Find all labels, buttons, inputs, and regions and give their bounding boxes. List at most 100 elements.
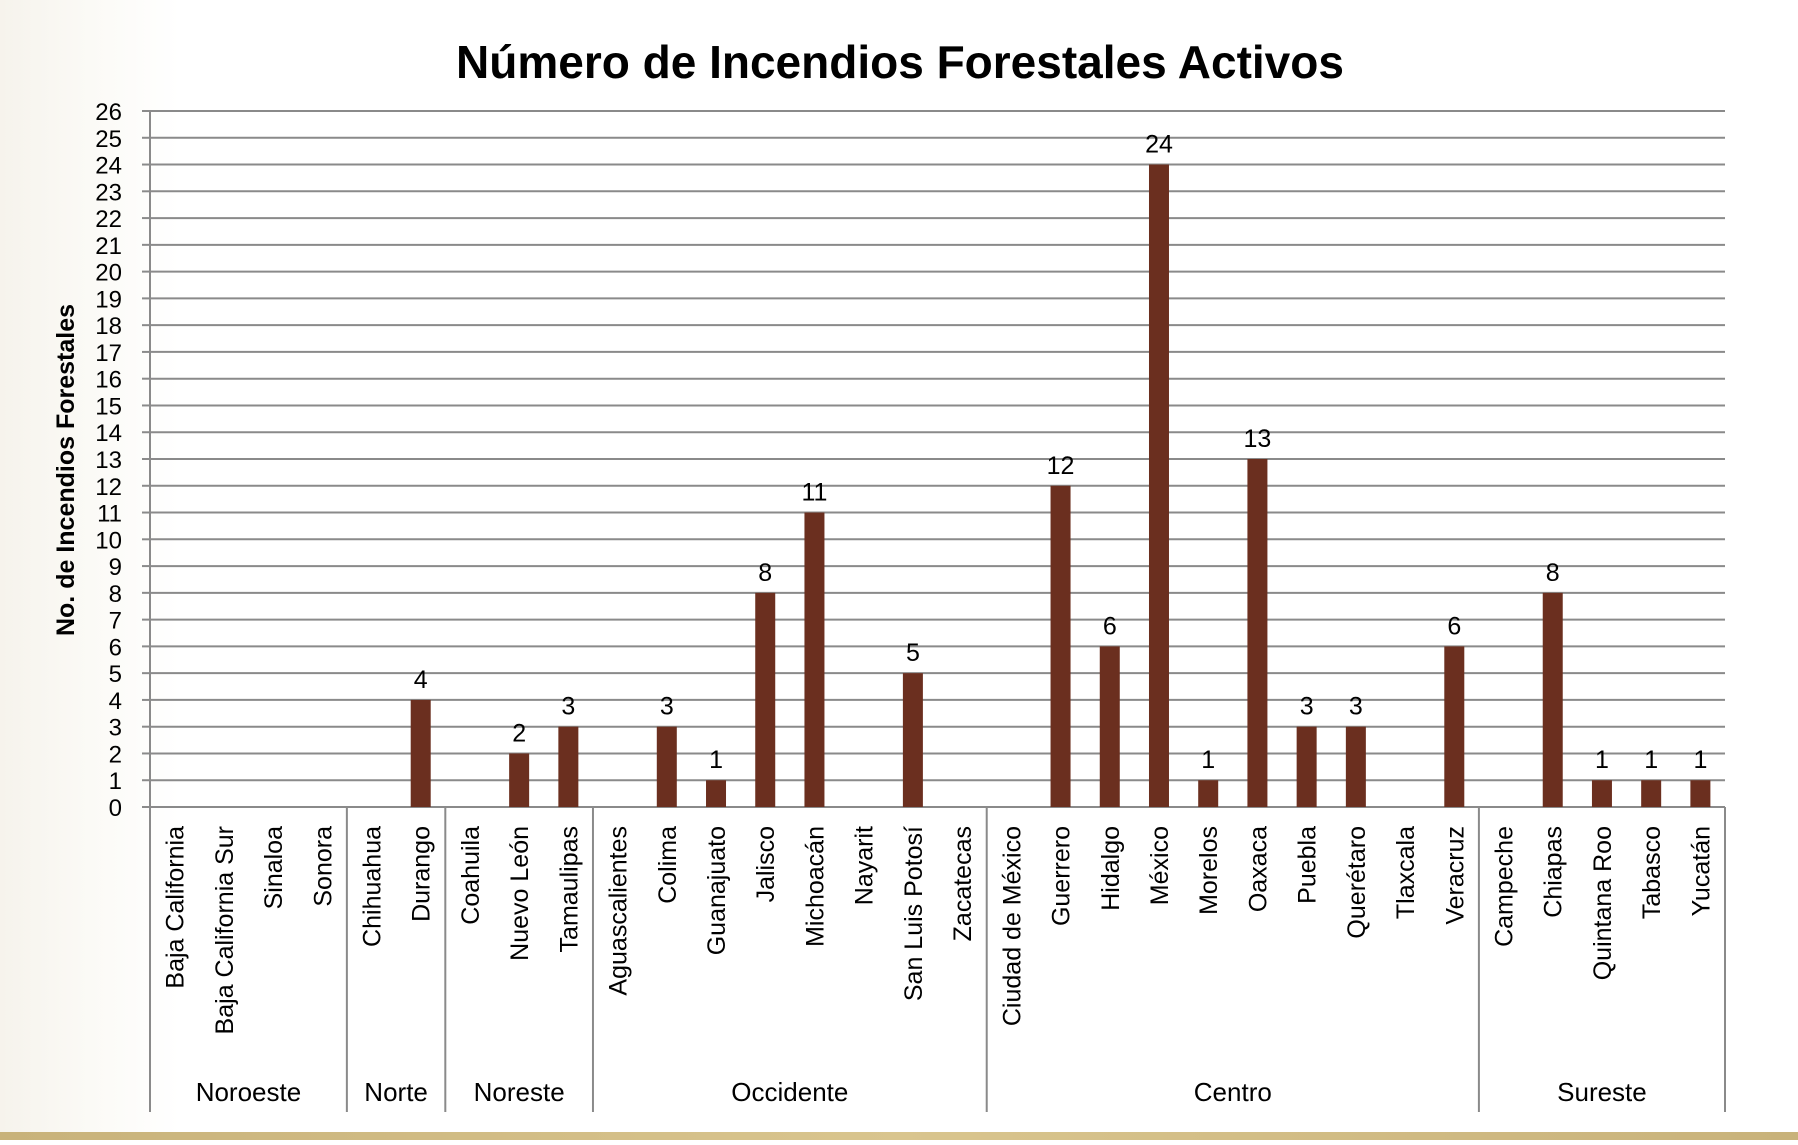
x-category-label: Ciudad de México xyxy=(998,826,1026,1026)
group-label: Centro xyxy=(1194,1077,1272,1107)
y-tick-label: 5 xyxy=(109,661,122,688)
x-category-label: Guerrero xyxy=(1048,826,1076,926)
y-tick-label: 9 xyxy=(109,554,122,581)
x-category-label: Querétaro xyxy=(1343,826,1371,939)
data-label: 8 xyxy=(758,559,772,587)
x-category-label: Nayarit xyxy=(851,826,879,905)
x-category-label: Baja California Sur xyxy=(211,826,239,1034)
group-label: Noreste xyxy=(474,1077,565,1107)
data-label: 3 xyxy=(1349,693,1363,721)
y-tick-label: 4 xyxy=(109,688,122,715)
data-label: 6 xyxy=(1103,612,1117,640)
x-axis-region-groups: Noroeste Norte Noreste Occidente Centro Sures… xyxy=(149,807,1726,1112)
x-category-label: Chiapas xyxy=(1540,826,1568,918)
chart-title: Número de Incendios Forestales Activos xyxy=(456,36,1344,88)
data-label: 8 xyxy=(1546,559,1560,587)
x-category-label: Tlaxcala xyxy=(1392,826,1420,919)
x-category-label: Aguascalientes xyxy=(605,826,633,996)
bar xyxy=(1247,459,1268,807)
y-tick-label: 21 xyxy=(95,233,122,260)
x-category-label: Coahuila xyxy=(457,826,485,925)
data-label: 3 xyxy=(561,693,575,721)
footer-band xyxy=(0,1132,1798,1140)
y-tick-label: 24 xyxy=(95,153,122,180)
x-axis-category-labels: Baja California Baja California Sur Sinalo… xyxy=(162,826,1716,1035)
bar xyxy=(1099,646,1120,807)
group-label: Sureste xyxy=(1557,1077,1647,1107)
y-tick-label: 12 xyxy=(95,474,122,501)
data-label: 13 xyxy=(1244,425,1272,453)
x-category-label: México xyxy=(1146,826,1174,905)
bar xyxy=(1641,780,1662,807)
x-category-label: San Luis Potosí xyxy=(900,826,928,1001)
gridlines xyxy=(142,110,1725,808)
bar xyxy=(1690,780,1711,807)
data-label: 2 xyxy=(512,719,526,747)
data-label: 4 xyxy=(414,666,428,694)
x-category-label: Michoacán xyxy=(801,826,829,947)
y-tick-label: 8 xyxy=(109,581,122,608)
bar xyxy=(509,753,530,807)
y-tick-label: 7 xyxy=(109,608,122,635)
y-tick-label: 18 xyxy=(95,313,122,340)
y-tick-label: 11 xyxy=(97,501,122,528)
y-tick-label: 26 xyxy=(95,99,122,126)
y-tick-label: 6 xyxy=(109,634,122,661)
bar xyxy=(410,699,431,807)
data-label: 5 xyxy=(906,639,920,667)
y-tick-label: 19 xyxy=(95,286,122,313)
x-category-label: Morelos xyxy=(1195,826,1223,915)
y-tick-label: 2 xyxy=(109,741,122,768)
bar xyxy=(706,780,727,807)
x-category-label: Hidalgo xyxy=(1097,826,1125,911)
y-tick-label: 22 xyxy=(95,206,122,233)
x-category-label: Oaxaca xyxy=(1244,826,1272,912)
bar xyxy=(1542,592,1563,807)
x-category-label: Nuevo León xyxy=(506,826,534,961)
y-axis-label: No. de Incendios Forestales xyxy=(52,304,80,636)
y-tick-label: 23 xyxy=(95,179,122,206)
y-tick-label: 25 xyxy=(95,126,122,153)
x-category-label: Tabasco xyxy=(1638,826,1666,919)
x-category-label: Colima xyxy=(654,826,682,904)
data-label: 3 xyxy=(660,693,674,721)
y-tick-label: 13 xyxy=(95,447,122,474)
x-category-label: Quintana Roo xyxy=(1589,826,1617,980)
x-category-label: Veracruz xyxy=(1441,826,1469,925)
bar xyxy=(1296,726,1317,807)
x-category-label: Yucatán xyxy=(1687,826,1715,916)
x-category-label: Guanajuato xyxy=(703,826,731,955)
bar xyxy=(755,592,776,807)
y-tick-label: 10 xyxy=(95,527,122,554)
y-axis-ticks: 0123456789101112131415161718192021222324… xyxy=(95,99,122,822)
y-tick-label: 0 xyxy=(109,795,122,822)
y-tick-label: 3 xyxy=(109,715,122,742)
x-category-label: Chihuahua xyxy=(358,826,386,947)
data-label: 3 xyxy=(1300,693,1314,721)
x-category-label: Sinaloa xyxy=(260,826,288,909)
x-category-label: Campeche xyxy=(1491,826,1519,947)
data-label: 1 xyxy=(1693,746,1707,774)
x-category-label: Zacatecas xyxy=(949,826,977,941)
y-tick-label: 15 xyxy=(95,393,122,420)
x-category-label: Sonora xyxy=(309,826,337,907)
bar xyxy=(1345,726,1366,807)
x-category-label: Jalisco xyxy=(752,826,780,902)
data-label: 1 xyxy=(1201,746,1215,774)
y-tick-label: 17 xyxy=(95,340,122,367)
bar xyxy=(1148,164,1169,808)
group-label: Occidente xyxy=(731,1077,848,1107)
data-label: 24 xyxy=(1145,131,1173,159)
y-tick-label: 1 xyxy=(109,768,122,795)
data-label: 11 xyxy=(801,479,827,507)
x-category-label: Durango xyxy=(408,826,436,922)
bar xyxy=(902,673,923,807)
bar xyxy=(1198,780,1219,807)
data-label: 1 xyxy=(1644,746,1658,774)
y-tick-label: 20 xyxy=(95,260,122,287)
group-label: Noroeste xyxy=(196,1077,302,1107)
group-label: Norte xyxy=(364,1077,428,1107)
